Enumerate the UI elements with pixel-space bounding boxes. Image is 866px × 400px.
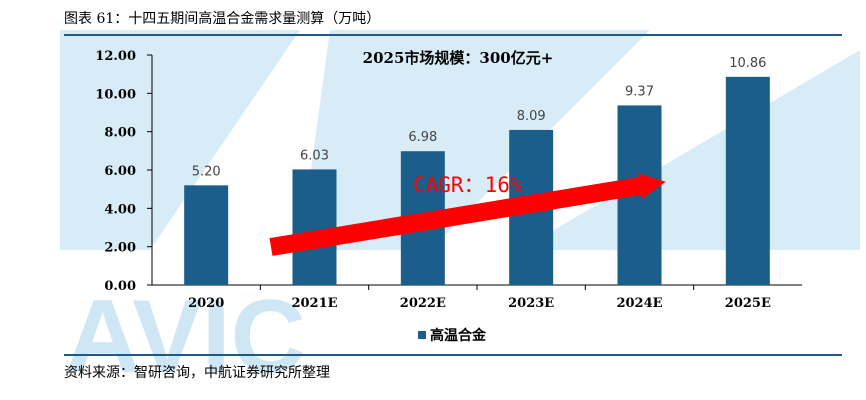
bar [184, 185, 229, 285]
legend-label: 高温合金 [430, 327, 487, 344]
bar-value-label: 5.20 [192, 164, 221, 179]
x-category-label: 2022E [400, 296, 446, 311]
bar-value-label: 6.03 [300, 148, 329, 163]
legend-swatch [418, 331, 426, 339]
bar-value-label: 6.98 [408, 130, 437, 145]
y-tick-label: 8.00 [104, 126, 136, 141]
bar-value-label: 10.86 [729, 56, 766, 71]
market-size-annotation: 2025市场规模：300亿元+ [363, 49, 554, 67]
y-tick-label: 6.00 [104, 164, 136, 179]
y-tick-label: 0.00 [104, 279, 136, 294]
figure-title: 图表 61：十四五期间高温合金需求量测算（万吨） [64, 11, 381, 27]
cagr-annotation: CAGR：16% [413, 173, 523, 197]
y-tick-label: 10.00 [95, 87, 136, 102]
top-rule [64, 34, 842, 36]
x-category-label: 2020 [188, 296, 224, 311]
cagr-arrow [269, 173, 666, 256]
source-note: 资料来源：智研咨询，中航证券研究所整理 [64, 365, 330, 381]
y-tick-label: 2.00 [104, 241, 136, 256]
bar [292, 169, 337, 285]
x-category-label: 2021E [291, 296, 337, 311]
x-category-label: 2024E [616, 296, 662, 311]
y-tick-label: 4.00 [104, 202, 136, 217]
bar-value-label: 8.09 [517, 109, 546, 124]
bar-value-label: 9.37 [625, 84, 654, 99]
x-category-label: 2025E [725, 296, 771, 311]
x-category-label: 2023E [508, 296, 554, 311]
bottom-rule [64, 354, 842, 356]
y-tick-label: 12.00 [95, 49, 136, 64]
bar [725, 76, 770, 285]
